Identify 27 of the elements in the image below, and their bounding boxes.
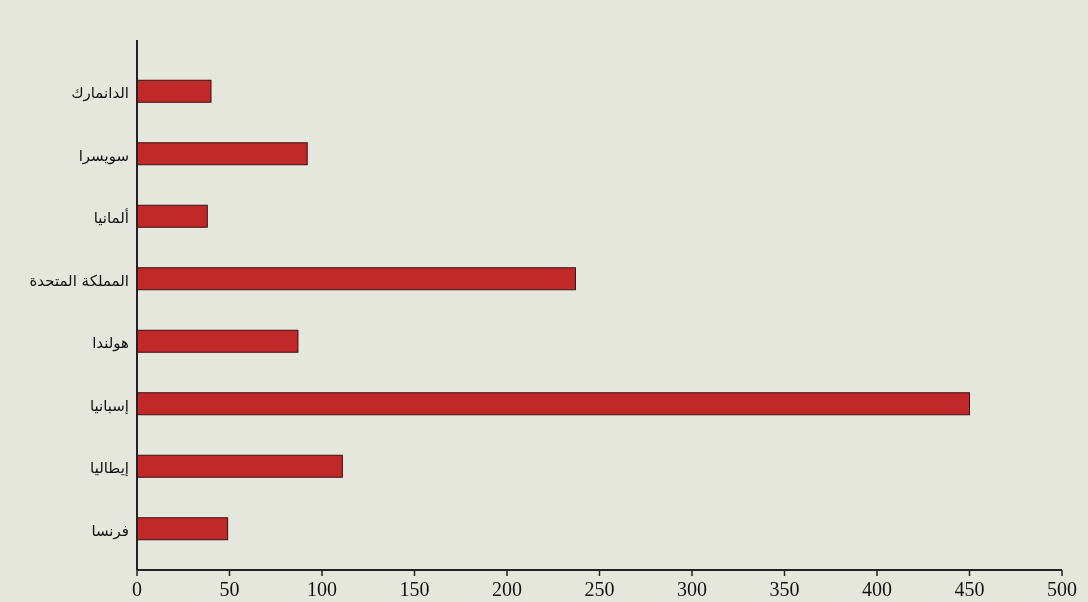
x-tick-label: 200 [492,578,522,600]
bar [136,79,212,103]
x-tick-label: 350 [769,578,800,600]
x-tick-label: 300 [677,578,707,600]
y-tick-label: هولندا [92,334,130,353]
y-tick-label: الدانمارك [71,84,129,103]
x-tick-label: 100 [307,578,337,600]
y-tick-label: فرنسا [91,521,129,540]
y-tick-label: سويسرا [78,146,129,165]
bar [136,454,343,478]
x-tick-label: 400 [862,578,892,600]
x-tick-label: 150 [399,578,430,600]
x-tick-label: 450 [954,578,985,600]
bar [136,517,229,541]
y-tick-label: ألمانيا [93,208,129,228]
y-tick-label: إسبانيا [89,396,129,415]
bar [136,142,308,166]
x-tick-label: 0 [132,578,142,600]
bar [136,204,208,228]
bar [136,329,299,353]
bar [136,392,970,416]
x-tick-label: 500 [1047,578,1077,600]
y-tick-label: المملكة المتحدة [29,271,129,290]
x-tick-label: 50 [219,578,240,600]
bar [136,267,576,291]
y-tick-label: إيطاليا [90,459,129,478]
x-tick-label: 250 [584,578,615,600]
